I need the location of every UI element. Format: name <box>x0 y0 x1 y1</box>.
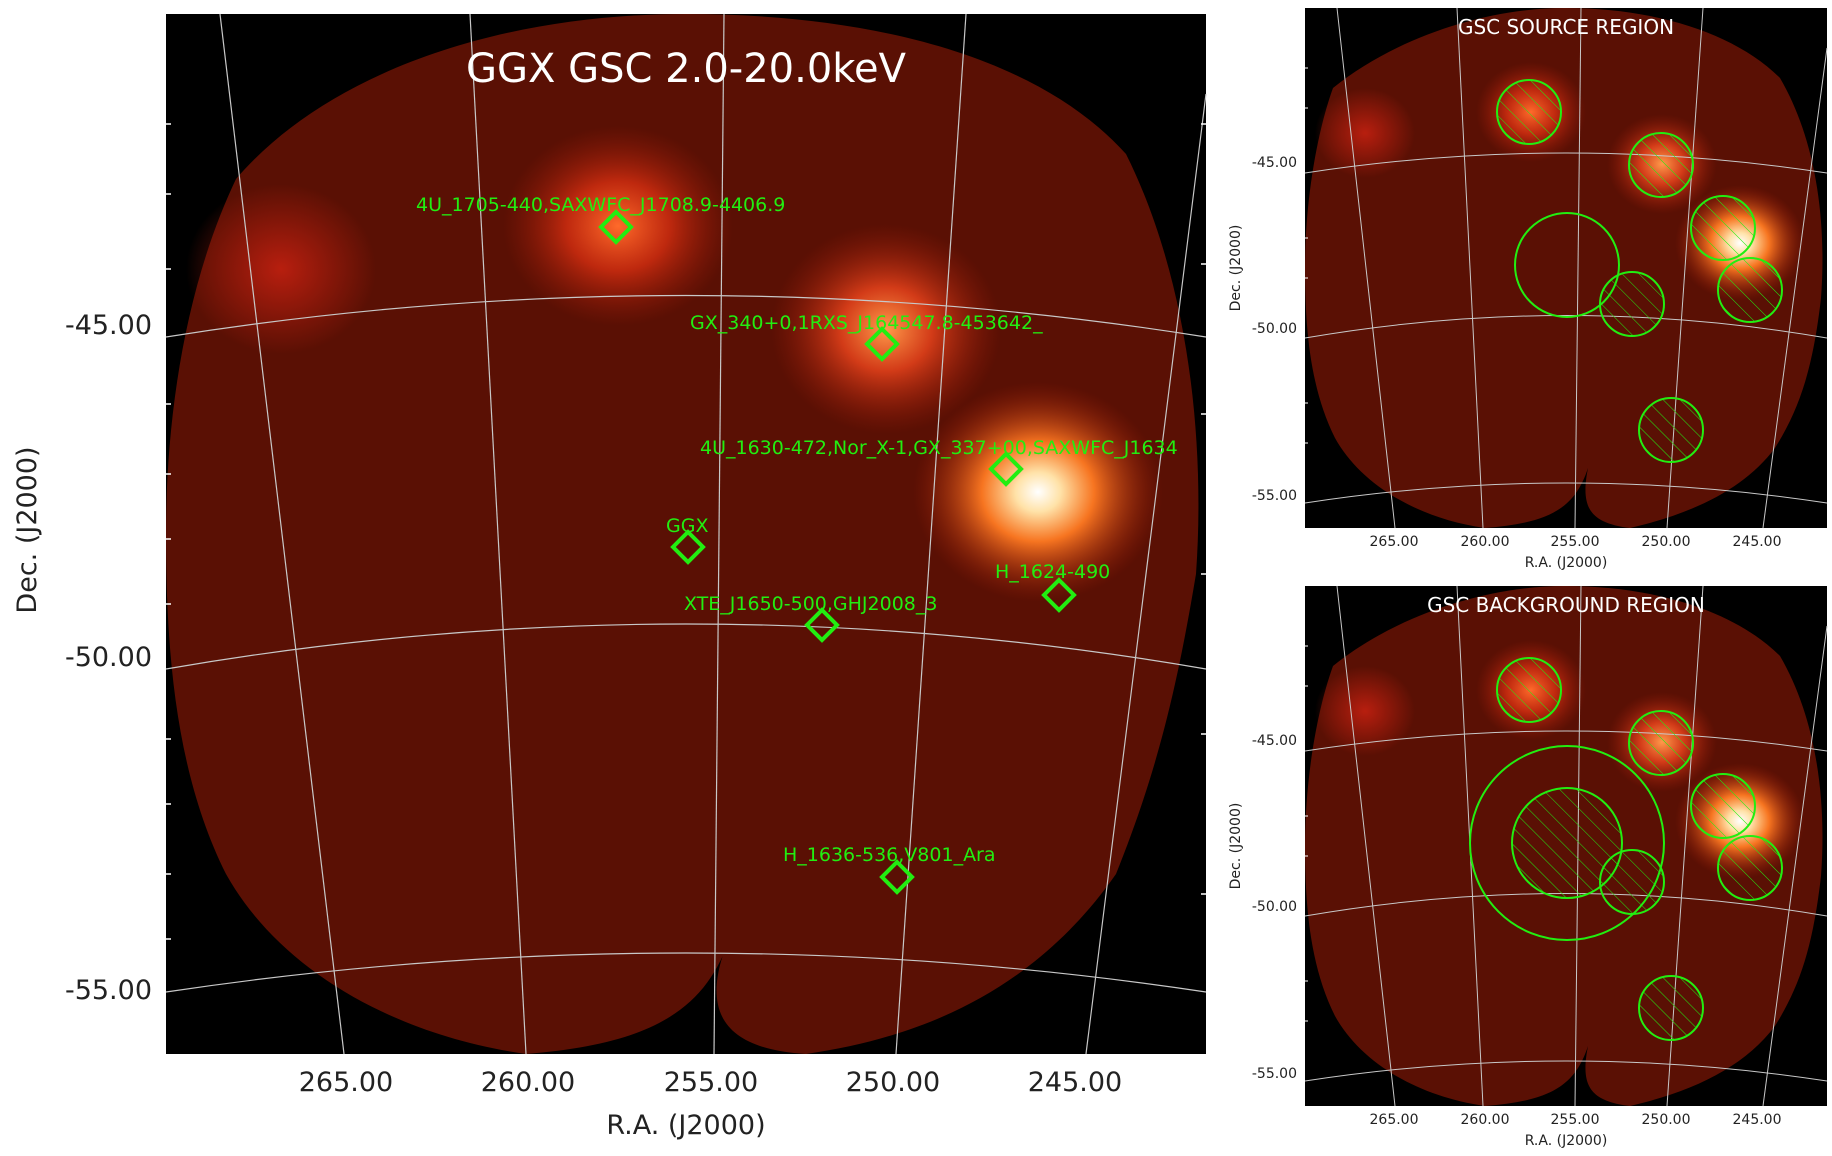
background-region-hatched <box>1690 773 1756 839</box>
source-xaxis-tick: 265.00 <box>1370 534 1419 550</box>
source-xaxis-tick: 250.00 <box>1642 534 1691 550</box>
background-region-panel: GSC BACKGROUND REGION <box>1304 585 1828 1107</box>
source-region-hatched <box>1496 79 1562 145</box>
source-region-hatched <box>1638 397 1704 463</box>
background-region-hatched <box>1599 849 1665 915</box>
source-region-hatched <box>1717 257 1783 323</box>
background-excluded-core <box>1511 787 1623 899</box>
source-marker <box>598 209 634 245</box>
source-label: H_1636-536,V801_Ara <box>783 844 996 866</box>
background-panel-title: GSC BACKGROUND REGION <box>1427 593 1705 617</box>
source-xaxis-label: R.A. (J2000) <box>1525 555 1608 571</box>
background-region-hatched <box>1638 975 1704 1041</box>
background-yaxis-label: Dec. (J2000) <box>1228 803 1244 890</box>
main-yaxis-tick: -50.00 <box>65 642 152 673</box>
source-xaxis-tick: 245.00 <box>1733 534 1782 550</box>
background-xaxis-tick: 250.00 <box>1642 1112 1691 1128</box>
source-yaxis-tick: -50.00 <box>1252 321 1297 337</box>
main-source-markers <box>598 209 1077 895</box>
background-xaxis-tick: 260.00 <box>1461 1112 1510 1128</box>
source-yaxis-tick: -45.00 <box>1252 155 1297 171</box>
source-label: GX_340+0,1RXS_J164547.8-453642_ <box>690 312 1043 334</box>
background-xaxis-tick: 255.00 <box>1551 1112 1600 1128</box>
source-label: 4U_1705-440,SAXWFC_J1708.9-4406.9 <box>416 194 785 216</box>
main-xaxis-label: R.A. (J2000) <box>606 1110 765 1141</box>
source-panel-title: GSC SOURCE REGION <box>1458 15 1674 39</box>
background-xaxis-label: R.A. (J2000) <box>1525 1133 1608 1149</box>
source-marker <box>804 607 840 643</box>
main-yaxis-tick: -55.00 <box>65 975 152 1006</box>
source-region-hatched <box>1599 271 1665 337</box>
source-label: XTE_J1650-500,GHJ2008_3 <box>684 593 937 615</box>
background-xaxis-tick: 265.00 <box>1370 1112 1419 1128</box>
main-xaxis-tick: 245.00 <box>1028 1067 1122 1098</box>
background-yaxis-tick: -55.00 <box>1252 1066 1297 1082</box>
main-yaxis-label: Dec. (J2000) <box>12 446 43 613</box>
background-annulus-outer <box>1469 745 1665 941</box>
background-yaxis-tick: -50.00 <box>1252 899 1297 915</box>
source-label: H_1624-490 <box>995 561 1110 583</box>
background-region-hatched <box>1628 710 1694 776</box>
main-title: GGX GSC 2.0-20.0keV <box>466 46 907 92</box>
source-region-panel: GSC SOURCE REGION <box>1304 7 1828 529</box>
background-region-hatched <box>1717 835 1783 901</box>
main-xaxis-tick: 250.00 <box>846 1067 940 1098</box>
source-label: GGX <box>666 515 708 537</box>
source-xaxis-tick: 260.00 <box>1461 534 1510 550</box>
source-marker <box>864 326 900 362</box>
main-yaxis-tick: -45.00 <box>65 310 152 341</box>
source-extraction-circle <box>1514 212 1620 318</box>
main-xaxis-tick: 265.00 <box>299 1067 393 1098</box>
source-marker <box>879 859 915 895</box>
source-yaxis-label: Dec. (J2000) <box>1228 225 1244 312</box>
source-marker <box>1041 577 1077 613</box>
source-region-hatched <box>1628 132 1694 198</box>
main-image-panel: 4U_1705-440,SAXWFC_J1708.9-4406.9 GX_340… <box>165 13 1207 1055</box>
source-marker <box>988 451 1024 487</box>
background-yaxis-tick: -45.00 <box>1252 733 1297 749</box>
source-xaxis-tick: 255.00 <box>1551 534 1600 550</box>
main-xaxis-tick: 260.00 <box>481 1067 575 1098</box>
source-marker <box>670 529 706 565</box>
background-xaxis-tick: 245.00 <box>1733 1112 1782 1128</box>
main-xaxis-tick: 255.00 <box>664 1067 758 1098</box>
background-region-hatched <box>1496 657 1562 723</box>
source-region-hatched <box>1690 195 1756 261</box>
source-yaxis-tick: -55.00 <box>1252 488 1297 504</box>
source-label: 4U_1630-472,Nor_X-1,GX_337+00,SAXWFC_J16… <box>700 437 1178 459</box>
